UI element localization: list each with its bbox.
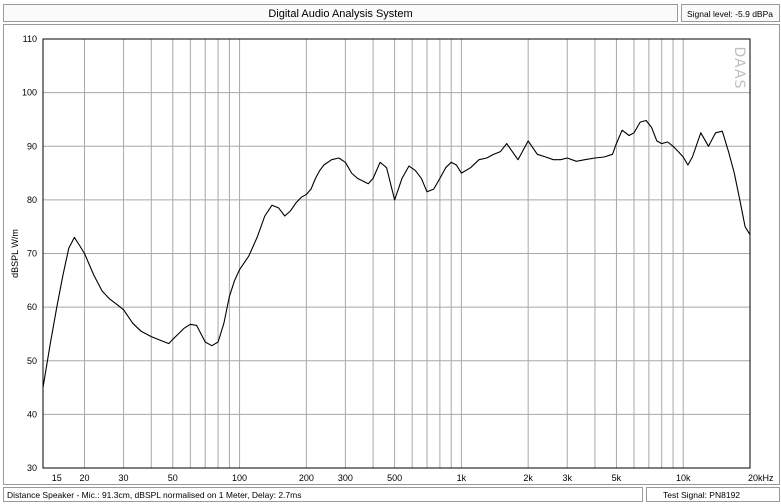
frequency-response-line	[42, 119, 751, 388]
x-tick-label: 2k	[523, 473, 533, 483]
y-axis-label: dBSPL W/m	[10, 229, 20, 278]
y-tick-label: 70	[27, 249, 37, 259]
x-tick-label: 200	[299, 473, 314, 483]
watermark-text: DAAS	[731, 46, 747, 90]
x-tick-label: 20	[79, 473, 89, 483]
x-tick-label: 3k	[562, 473, 572, 483]
y-tick-label: 80	[27, 195, 37, 205]
x-tick-label: 500	[387, 473, 402, 483]
x-tick-label: 15	[52, 473, 62, 483]
x-tick-label: 10k	[676, 473, 691, 483]
status-bar-test-signal: Test Signal: PN8192	[646, 487, 780, 502]
x-tick-label: 300	[338, 473, 353, 483]
y-tick-label: 90	[27, 141, 37, 151]
x-tick-label: 100	[232, 473, 247, 483]
daas-watermark: DAAS	[730, 44, 748, 92]
y-tick-label: 50	[27, 356, 37, 366]
y-tick-label: 60	[27, 302, 37, 312]
y-tick-label: 100	[22, 88, 37, 98]
title-bar: Digital Audio Analysis System	[3, 4, 678, 22]
x-tick-label: 50	[168, 473, 178, 483]
chart-frame	[3, 24, 780, 485]
x-tick-label: 20kHz	[748, 473, 774, 483]
y-tick-label: 40	[27, 409, 37, 419]
window-title: Digital Audio Analysis System	[268, 8, 413, 20]
x-tick-label: 1k	[457, 473, 467, 483]
x-tick-label: 30	[119, 473, 129, 483]
x-tick-label: 5k	[612, 473, 622, 483]
signal-level-readout: Signal level: -5.9 dBPa	[681, 4, 780, 22]
plot-border	[42, 38, 751, 469]
y-tick-label: 110	[23, 34, 37, 44]
y-tick-label: 30	[27, 463, 37, 473]
status-bar-measurement-info: Distance Speaker - Mic.: 91.3cm, dBSPL n…	[3, 487, 643, 502]
